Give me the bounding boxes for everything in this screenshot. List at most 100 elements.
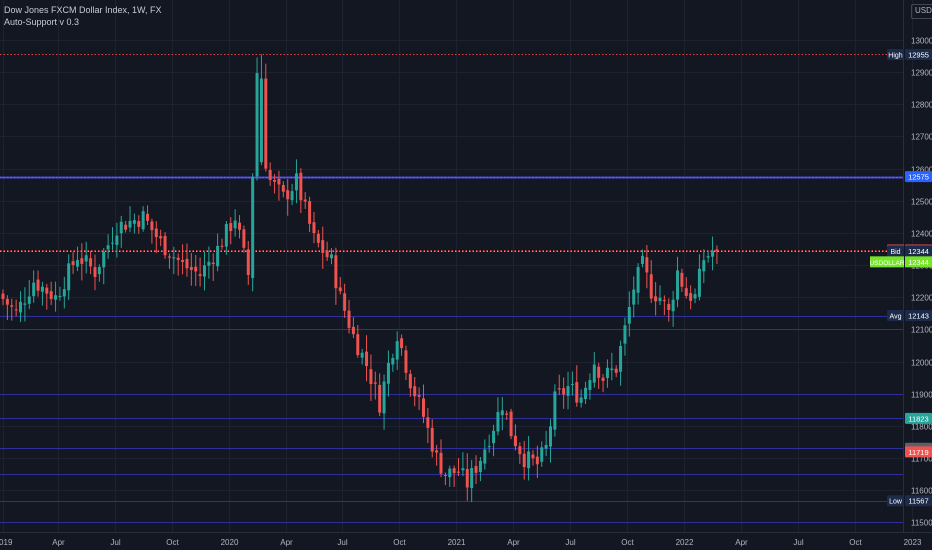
symbol-title[interactable]: Dow Jones FXCM Dollar Index, 1W, FX (4, 5, 162, 15)
candle-down (343, 293, 347, 311)
candle-down (80, 258, 84, 264)
low-tag-label-box (887, 495, 904, 507)
candle-up (141, 211, 145, 230)
candle-up (75, 259, 79, 267)
candle-down (154, 228, 158, 238)
candle-down (159, 236, 163, 239)
time-tick-label: Oct (166, 538, 179, 547)
candle-up (224, 224, 228, 247)
candle-down (338, 287, 342, 292)
candle-down (1, 293, 5, 299)
candle-up (478, 460, 482, 473)
candle-up (579, 397, 583, 403)
reference-lines (0, 54, 903, 252)
candle-up (676, 270, 680, 300)
candle-down (286, 190, 290, 200)
price-tick-label: 11900 (911, 391, 932, 400)
candle-up (360, 352, 364, 358)
time-tick-label: 2023 (904, 538, 922, 547)
candle-up (27, 296, 31, 304)
candle-up (619, 345, 623, 372)
candle-up (627, 306, 631, 324)
candle-down (404, 350, 408, 373)
price-tick-label: 11800 (911, 423, 932, 432)
currency-label: USD (915, 6, 932, 15)
candle-up (711, 250, 715, 257)
candle-up (391, 358, 395, 365)
avg-tag-label-box (887, 310, 904, 322)
candle-up (32, 282, 36, 297)
candle-down (167, 256, 171, 258)
candle-down (522, 453, 526, 468)
candle-down (281, 185, 285, 192)
low-tag-value: 11567 (908, 497, 928, 506)
candle-up (67, 263, 71, 291)
candle-down (14, 309, 18, 311)
candle-down (369, 369, 373, 384)
candle-up (584, 387, 588, 400)
symbol-tag-value-box (905, 256, 932, 268)
price-tick-label: 12500 (911, 198, 932, 207)
time-tick-label: Apr (507, 538, 520, 547)
candle-up (23, 303, 27, 305)
candle-up (470, 468, 474, 489)
candle-down (5, 298, 9, 305)
candle-down (71, 261, 75, 265)
candle-down (268, 170, 272, 180)
candle-up (255, 72, 259, 177)
candle-down (351, 326, 355, 335)
candle-up (395, 341, 399, 360)
candle-down (176, 257, 180, 261)
candlesticks (1, 54, 719, 503)
candle-up (640, 255, 644, 264)
candle-down (535, 456, 539, 465)
price-tags: High1295512575118231173011719Ask12347Bid… (869, 48, 932, 507)
candle-up (610, 368, 614, 371)
candle-down (356, 334, 360, 356)
candle-up (207, 261, 211, 266)
candle-down (601, 377, 605, 381)
candle-down (10, 305, 14, 307)
candle-up (671, 299, 675, 312)
candle-down (211, 262, 215, 265)
candle-up (544, 444, 548, 449)
candle-down (575, 382, 579, 403)
bid-tag-value: 12344 (908, 247, 929, 256)
candle-down (435, 450, 439, 453)
time-tick-label: 2020 (221, 538, 239, 547)
candle-up (496, 411, 500, 432)
candle-up (84, 255, 88, 262)
price-tick-label: 12100 (911, 326, 932, 335)
candle-up (19, 301, 23, 313)
high-tag-value: 12955 (908, 50, 929, 59)
candle-down (273, 179, 277, 182)
level-tag-value-box (905, 171, 932, 183)
time-tick-label: 2019 (0, 538, 13, 547)
candle-down (680, 272, 684, 287)
high-tag-label-box (887, 48, 904, 60)
candle-up (592, 364, 596, 383)
time-tick-label: Jul (793, 538, 803, 547)
candle-down (365, 351, 369, 367)
candle-up (540, 447, 544, 462)
time-tick-label: Apr (735, 538, 748, 547)
price-tick-label: 11700 (911, 455, 932, 464)
currency-selector[interactable]: USD▾ (911, 4, 932, 19)
candle-down (312, 222, 316, 234)
level-tag-value: 11823 (908, 414, 928, 423)
candle-down (408, 373, 412, 389)
candle-down (89, 258, 93, 267)
candle-up (216, 245, 220, 267)
price-tick-label: 12800 (911, 101, 932, 110)
price-tick-label: 12200 (911, 294, 932, 303)
bid-tag-value-box (905, 245, 932, 257)
candle-down (531, 454, 535, 459)
candle-up (566, 386, 570, 396)
indicator-name[interactable]: Auto-Support v 0.3 (4, 17, 80, 27)
time-axis[interactable]: 2019 Apr Jul Oct 2020 Apr Jul Oct 2021 Apr Jul Oct 2… (0, 538, 922, 547)
time-tick-label: Apr (52, 538, 65, 547)
avg-tag-value-box (905, 310, 932, 322)
candle-down (325, 250, 329, 258)
candle-down (229, 223, 233, 231)
